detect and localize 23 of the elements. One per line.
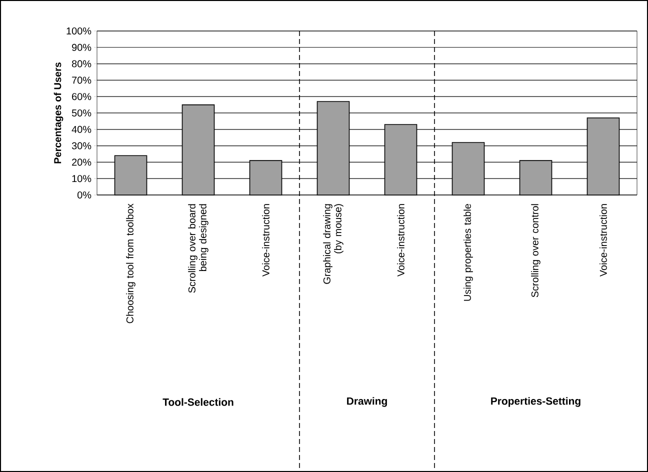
y-tick-label: 40% <box>72 126 92 133</box>
x-tick-label: Voice-instruction <box>397 204 404 277</box>
x-tick-label: Using properties table <box>464 204 473 301</box>
y-tick-label: 100% <box>66 27 92 35</box>
y-tick-label: 50% <box>72 109 92 117</box>
y-tick-label: 60% <box>72 93 92 100</box>
text: Properties-Setting <box>491 397 580 407</box>
text: Tool-Selection <box>162 398 234 406</box>
x-tick-label: Scrolling over control <box>531 204 540 298</box>
y-axis-title: Percentages of Users <box>54 62 64 164</box>
x-tick-label: Voice-instruction <box>262 204 270 277</box>
y-tick-label: 10% <box>72 175 92 182</box>
y-tick-label: 70% <box>72 76 92 84</box>
x-tick-label: Choosing tool from toolbox <box>126 204 136 324</box>
text: Drawing <box>347 397 387 407</box>
x-tick-label: Scrolling over board being designed <box>188 204 208 293</box>
x-tick-label: Graphical drawing (by mouse) <box>323 204 344 284</box>
y-tick-label: 90% <box>72 44 92 51</box>
y-tick-label: 80% <box>72 60 92 68</box>
x-tick-label: Voice-instruction <box>600 204 607 277</box>
y-tick-label: 0% <box>77 191 92 199</box>
y-tick-label: 30% <box>72 142 92 150</box>
y-tick-label: 20% <box>72 158 92 166</box>
